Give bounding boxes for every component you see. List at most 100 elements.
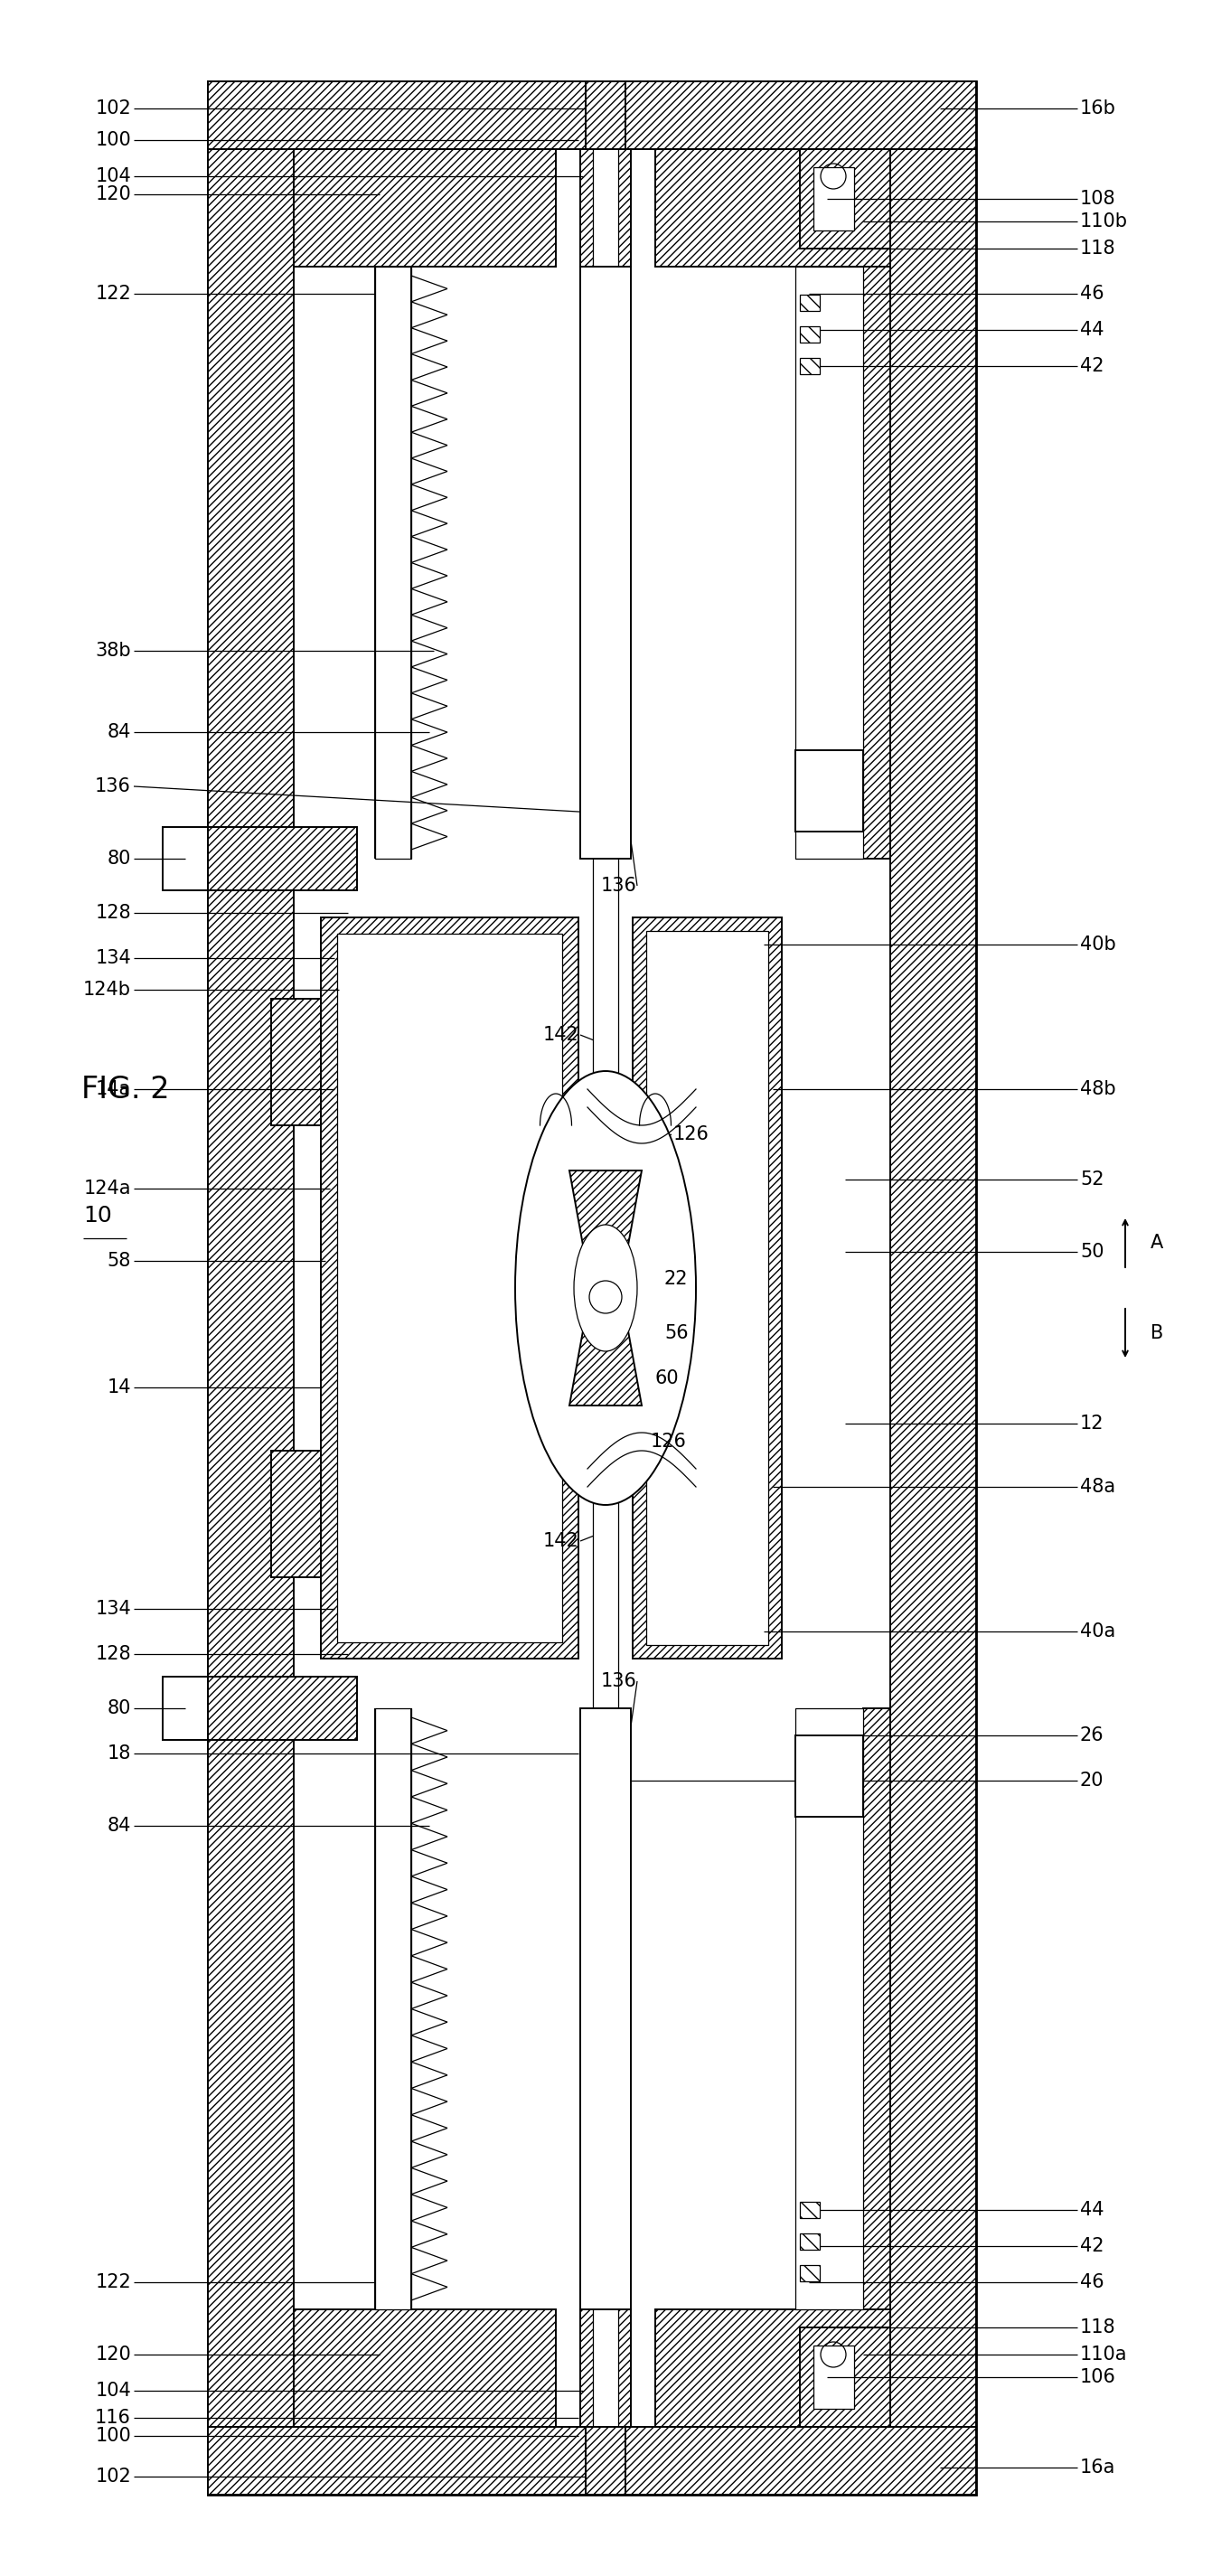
Polygon shape: [271, 999, 321, 1126]
Text: 80: 80: [107, 1700, 131, 1718]
Text: 110a: 110a: [1080, 2347, 1127, 2365]
Text: 84: 84: [107, 724, 131, 742]
Polygon shape: [633, 917, 782, 1659]
Polygon shape: [800, 2233, 819, 2249]
Polygon shape: [581, 149, 631, 268]
Polygon shape: [891, 82, 976, 2494]
Text: 106: 106: [1080, 2367, 1116, 2385]
Text: 136: 136: [601, 1672, 638, 1690]
Text: 22: 22: [664, 1270, 688, 1288]
Text: 126: 126: [674, 1126, 709, 1144]
Bar: [795, 1736, 863, 1816]
Text: 56: 56: [664, 1324, 688, 1342]
Text: 42: 42: [1080, 2236, 1104, 2254]
Bar: [375, 1708, 411, 2308]
Text: 46: 46: [1080, 2272, 1104, 2290]
Text: 110b: 110b: [1080, 211, 1128, 229]
Circle shape: [589, 1280, 622, 1314]
Text: 48b: 48b: [1080, 1079, 1116, 1097]
Text: 142: 142: [543, 1025, 578, 1043]
Polygon shape: [800, 327, 819, 343]
Polygon shape: [271, 1450, 321, 1577]
Text: 80: 80: [107, 850, 131, 868]
Text: FIG. 2: FIG. 2: [81, 1074, 170, 1105]
Text: 14a: 14a: [96, 1079, 131, 1097]
Bar: [162, 827, 208, 891]
Text: 58: 58: [107, 1252, 131, 1270]
Polygon shape: [800, 149, 891, 247]
Polygon shape: [800, 2329, 891, 2427]
Polygon shape: [208, 82, 293, 2494]
Text: 136: 136: [601, 876, 638, 894]
Text: 100: 100: [95, 2427, 131, 2445]
Text: 44: 44: [1080, 2200, 1104, 2218]
Polygon shape: [656, 2308, 891, 2427]
Bar: [581, 268, 631, 858]
Polygon shape: [656, 149, 891, 268]
Text: 18: 18: [107, 1744, 131, 1762]
Text: 108: 108: [1080, 191, 1116, 209]
Polygon shape: [800, 358, 819, 374]
Bar: [337, 933, 562, 1643]
Text: 116: 116: [95, 2409, 131, 2427]
Text: 12: 12: [1080, 1414, 1104, 1432]
Bar: [208, 82, 976, 2494]
Text: 100: 100: [95, 131, 131, 149]
Polygon shape: [800, 2202, 819, 2218]
Text: 104: 104: [95, 167, 131, 185]
Text: 134: 134: [95, 1600, 131, 1618]
Text: 40a: 40a: [1080, 1623, 1115, 1641]
Text: 14: 14: [107, 1378, 131, 1396]
Text: 122: 122: [95, 2272, 131, 2290]
Text: A: A: [1150, 1234, 1164, 1252]
Text: 124a: 124a: [84, 1180, 131, 1198]
Text: 20: 20: [1080, 1772, 1104, 1790]
Text: 44: 44: [1080, 322, 1104, 340]
Text: 124b: 124b: [84, 981, 131, 999]
Text: 50: 50: [1080, 1242, 1104, 1260]
Bar: [646, 930, 768, 1646]
Polygon shape: [585, 82, 625, 149]
Polygon shape: [585, 2427, 625, 2494]
Polygon shape: [208, 2427, 976, 2494]
Text: 60: 60: [656, 1370, 679, 1388]
Text: 42: 42: [1080, 358, 1104, 376]
Polygon shape: [208, 1677, 358, 1739]
Text: 120: 120: [95, 185, 131, 204]
Text: 46: 46: [1080, 286, 1104, 304]
Polygon shape: [800, 294, 819, 312]
Text: B: B: [1150, 1324, 1164, 1342]
Text: 84: 84: [107, 1816, 131, 1834]
Text: 122: 122: [95, 286, 131, 304]
Polygon shape: [208, 82, 976, 149]
Text: 38b: 38b: [96, 641, 131, 659]
Text: 136: 136: [95, 778, 131, 796]
Text: 26: 26: [1080, 1726, 1104, 1744]
Polygon shape: [570, 1170, 641, 1406]
Text: 128: 128: [96, 904, 131, 922]
Text: 134: 134: [95, 948, 131, 966]
Polygon shape: [800, 2264, 819, 2282]
Text: 48a: 48a: [1080, 1479, 1115, 1497]
Text: 102: 102: [95, 100, 131, 118]
Bar: [813, 167, 854, 229]
Bar: [375, 268, 411, 858]
Bar: [795, 750, 863, 832]
Text: 40b: 40b: [1080, 935, 1116, 953]
Ellipse shape: [515, 1072, 696, 1504]
Bar: [162, 1677, 208, 1739]
Ellipse shape: [574, 1224, 638, 1352]
Polygon shape: [321, 917, 578, 1659]
Text: 118: 118: [1080, 2318, 1116, 2336]
Bar: [795, 268, 863, 858]
Text: 102: 102: [95, 2468, 131, 2486]
Text: 10: 10: [84, 1206, 112, 1226]
Bar: [795, 1708, 863, 2308]
Text: 16b: 16b: [1080, 100, 1116, 118]
Polygon shape: [863, 268, 891, 858]
Bar: [593, 82, 618, 2494]
Text: 126: 126: [651, 1432, 687, 1450]
Bar: [813, 2347, 854, 2409]
Text: 128: 128: [96, 1646, 131, 1664]
Text: 120: 120: [95, 2347, 131, 2365]
